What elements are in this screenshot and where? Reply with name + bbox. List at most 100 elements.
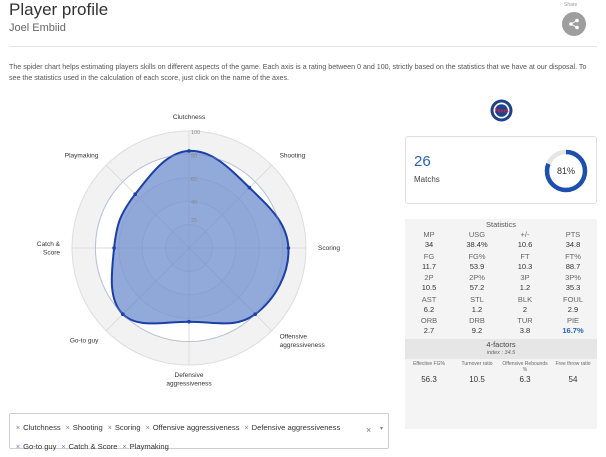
axis-selector[interactable]: × Clutchness × Shooting × Scoring × Offensive a… bbox=[9, 413, 389, 451]
stat-value: 10.5 bbox=[421, 283, 437, 292]
remove-chip-icon[interactable]: × bbox=[145, 425, 150, 432]
stat-value: 53.9 bbox=[469, 261, 485, 271]
stat-value: 34.8 bbox=[565, 240, 581, 249]
stat-tur: TUR 3.8 bbox=[501, 316, 549, 338]
stat-label: STL bbox=[470, 294, 484, 304]
player-name: Joel Embiid bbox=[9, 22, 66, 34]
stat-value: 2.9 bbox=[567, 304, 579, 314]
data-point bbox=[121, 312, 125, 316]
stat-ft: FT 10.3 bbox=[501, 252, 549, 274]
stat-value: 38.4% bbox=[466, 240, 488, 249]
axis-spoke-overlay bbox=[134, 193, 190, 249]
dropdown-caret-icon[interactable]: ▾ bbox=[380, 426, 384, 432]
stat-value: 1.2 bbox=[471, 304, 483, 314]
axis-label-defensive-aggressiveness[interactable]: Defensive aggressiveness bbox=[166, 372, 212, 388]
data-point bbox=[187, 319, 191, 324]
tick-label: 40 bbox=[191, 200, 197, 206]
stat-label: DRB bbox=[469, 316, 485, 325]
stat-value: 11.7 bbox=[421, 261, 437, 271]
stat-drb: DRB 9.2 bbox=[453, 316, 501, 338]
matches-count: 26 bbox=[414, 153, 431, 170]
stat-mp: MP 34 bbox=[405, 230, 453, 252]
team-logo: 76ers bbox=[490, 99, 513, 122]
stat-value: 10.6 bbox=[517, 240, 533, 249]
stat-label: ORB bbox=[420, 316, 438, 325]
stat-label: FT% bbox=[565, 251, 581, 261]
axis-label-line: Playmaking bbox=[65, 152, 99, 159]
stat-label: PTS bbox=[565, 230, 581, 239]
axis-chips: × Clutchness × Shooting × Scoring × Offensive a… bbox=[16, 417, 356, 455]
matches-percent: 81% bbox=[557, 166, 575, 176]
stat-value: 34 bbox=[424, 240, 434, 249]
data-point bbox=[286, 246, 291, 250]
matches-donut: 81% bbox=[544, 149, 588, 193]
stat-label: PIE bbox=[566, 316, 580, 325]
axis-label-line: Go-to guy bbox=[70, 338, 99, 345]
axis-chip: × Playmaking bbox=[123, 439, 169, 455]
stat-value: 3.8 bbox=[519, 326, 531, 335]
stat-value: 9.2 bbox=[471, 326, 483, 335]
svg-text:76ers: 76ers bbox=[494, 109, 508, 115]
remove-chip-icon[interactable]: × bbox=[61, 444, 66, 451]
data-point bbox=[253, 312, 257, 316]
factor-label: Offensive Rebounds % bbox=[502, 360, 548, 373]
stat-stl: STL 1.2 bbox=[453, 295, 501, 317]
stat-: +/- 10.6 bbox=[501, 230, 549, 252]
stat-value: 10.3 bbox=[517, 261, 533, 271]
axis-label-scoring[interactable]: Scoring bbox=[318, 245, 340, 252]
remove-chip-icon[interactable]: × bbox=[16, 425, 21, 432]
chip-label: Catch & Score bbox=[68, 442, 118, 451]
axis-spoke-overlay bbox=[188, 247, 256, 315]
factor-item: Free throw ratio 54 bbox=[549, 359, 597, 389]
factor-item: Turnover ratio 10.5 bbox=[453, 359, 501, 389]
axis-label-offensive-aggressiveness[interactable]: Offensive aggressiveness bbox=[280, 334, 326, 350]
share-button[interactable] bbox=[562, 12, 586, 36]
stat-label: FT bbox=[520, 251, 530, 261]
intro-text: The spider chart helps estimating player… bbox=[9, 63, 587, 82]
stat-3p: 3P 1.2 bbox=[501, 273, 549, 295]
clear-all-icon[interactable]: × bbox=[366, 425, 372, 435]
stat-label: FG% bbox=[468, 251, 486, 261]
stat-2p: 2P% 57.2 bbox=[453, 273, 501, 295]
statistics-grid: MP 34 USG 38.4% +/- 10.6 PTS 34.8 FG 11.7 FG% 53.9 F… bbox=[405, 230, 597, 338]
remove-chip-icon[interactable]: × bbox=[244, 425, 249, 432]
spider-chart: 25 40 60 80 100 Clutchness Shooting Scoring Offe… bbox=[37, 114, 341, 388]
chip-label: Go-to guy bbox=[23, 442, 57, 451]
remove-chip-icon[interactable]: × bbox=[107, 425, 112, 432]
axis-label-line: Score bbox=[43, 250, 60, 257]
axis-chip: × Offensive aggressiveness bbox=[146, 420, 240, 436]
remove-chip-icon[interactable]: × bbox=[65, 425, 70, 432]
tick-label: 25 bbox=[191, 218, 197, 224]
share-label: Share bbox=[564, 2, 578, 8]
stat-value: 57.2 bbox=[469, 283, 485, 292]
axis-label-shooting[interactable]: Shooting bbox=[280, 152, 306, 159]
stat-value: 16.7% bbox=[562, 326, 584, 335]
stat-label: FG bbox=[423, 251, 435, 261]
factor-item: Effective FG% 56.3 bbox=[405, 359, 453, 389]
matches-card: 26 Matchs 81% bbox=[405, 136, 597, 204]
stat-ft: FT% 88.7 bbox=[549, 252, 597, 274]
axis-label-catch-score[interactable]: Catch & Score bbox=[37, 241, 61, 257]
chip-label: Scoring bbox=[114, 423, 141, 432]
axis-chip: × Defensive aggressiveness bbox=[245, 420, 341, 436]
stat-value: 1.2 bbox=[519, 283, 531, 292]
stat-fg: FG 11.7 bbox=[405, 252, 453, 274]
axis-spoke-overlay bbox=[122, 247, 190, 315]
axis-label-line: aggressiveness bbox=[166, 381, 212, 388]
chip-label: Shooting bbox=[72, 423, 103, 432]
stat-ast: AST 6.2 bbox=[405, 295, 453, 317]
axis-chip: × Go-to guy bbox=[16, 439, 56, 455]
axis-label-clutchness[interactable]: Clutchness bbox=[173, 114, 206, 121]
data-point bbox=[133, 192, 137, 196]
remove-chip-icon[interactable]: × bbox=[16, 444, 21, 451]
axis-label-playmaking[interactable]: Playmaking bbox=[65, 152, 99, 159]
chip-label: Offensive aggressiveness bbox=[152, 423, 240, 432]
factor-value: 6.3 bbox=[519, 374, 531, 384]
remove-chip-icon[interactable]: × bbox=[122, 444, 127, 451]
factor-value: 56.3 bbox=[421, 374, 437, 384]
statistics-panel: Statistics MP 34 USG 38.4% +/- 10.6 PTS 34.8 FG 1… bbox=[405, 219, 597, 429]
axis-label-go-to-guy[interactable]: Go-to guy bbox=[70, 338, 99, 345]
tick-label: 80 bbox=[191, 153, 197, 159]
four-factors-header: 4-factors index : 34.5 bbox=[405, 338, 597, 359]
stat-label: 3P bbox=[520, 273, 530, 282]
